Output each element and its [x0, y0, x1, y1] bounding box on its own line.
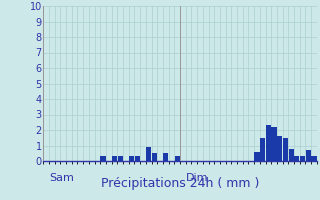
Text: Sam: Sam [49, 173, 74, 183]
Bar [266, 125, 271, 161]
Bar [146, 147, 151, 161]
Bar [294, 156, 300, 161]
Bar [112, 156, 117, 161]
Text: Dim: Dim [186, 173, 208, 183]
Bar [100, 156, 106, 161]
Bar [271, 127, 276, 161]
Bar [306, 150, 311, 161]
Bar [117, 156, 123, 161]
Bar [277, 136, 282, 161]
Bar [260, 138, 265, 161]
Bar [163, 153, 168, 161]
Bar [152, 153, 157, 161]
Bar [254, 152, 260, 161]
Bar [289, 149, 294, 161]
Bar [129, 156, 134, 161]
Bar [283, 138, 288, 161]
Bar [300, 156, 305, 161]
Bar [175, 156, 180, 161]
X-axis label: Précipitations 24h ( mm ): Précipitations 24h ( mm ) [101, 177, 259, 190]
Bar [135, 156, 140, 161]
Bar [311, 156, 316, 161]
